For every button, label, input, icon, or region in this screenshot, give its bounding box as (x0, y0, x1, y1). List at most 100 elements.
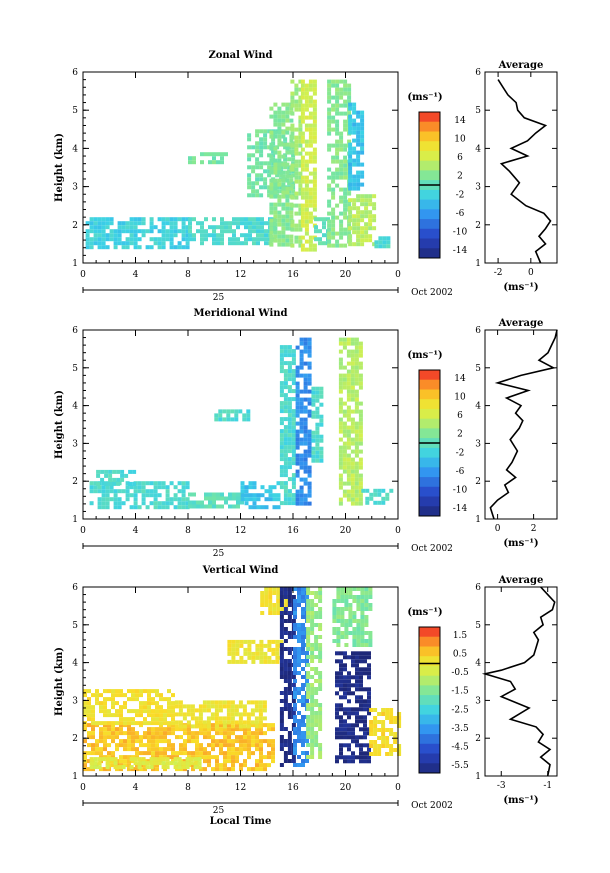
heatmap-cell (347, 711, 351, 716)
heatmap-cell (293, 607, 297, 611)
heatmap-cell (93, 757, 98, 762)
heatmap-cell (306, 703, 311, 707)
heatmap-cell (315, 426, 320, 431)
heatmap-cell (289, 150, 294, 155)
heatmap-cell (350, 485, 355, 490)
heatmap-cell (111, 739, 115, 744)
heatmap-cell (200, 160, 204, 165)
heatmap-cell (267, 165, 272, 170)
heatmap-cell (147, 751, 151, 756)
heatmap-cell (311, 454, 316, 459)
heatmap-cell (385, 740, 390, 744)
heatmap-cell (188, 492, 192, 497)
heatmap-cell (347, 671, 351, 676)
heatmap-cell (308, 235, 313, 240)
average-x-tick-label: 0 (495, 524, 501, 534)
heatmap-cell (263, 723, 267, 728)
heatmap-cell (259, 739, 263, 744)
average-y-tick-label: 6 (475, 326, 481, 336)
heatmap-cell (318, 635, 323, 639)
heatmap-cell (163, 713, 167, 718)
heatmap-cell (141, 757, 146, 762)
heatmap-cell (281, 194, 286, 199)
heatmap-cell (339, 715, 343, 720)
heatmap-cell (369, 708, 374, 712)
heatmap-cell (350, 393, 355, 398)
heatmap-cell (377, 720, 382, 724)
heatmap-cell (365, 496, 370, 501)
heatmap-cell (363, 703, 367, 708)
heatmap-cell (247, 153, 252, 158)
heatmap-cell (298, 191, 303, 196)
heatmap-cell (251, 165, 256, 170)
heatmap-cell (121, 229, 126, 234)
heatmap-cell (125, 237, 130, 242)
heatmap-cell (240, 497, 245, 502)
heatmap-cell (287, 635, 292, 639)
colorbar-swatch (419, 753, 440, 764)
heatmap-cell (306, 671, 311, 675)
heatmap-cell (350, 501, 355, 506)
heatmap-cell (343, 675, 347, 680)
heatmap-cell (352, 627, 357, 631)
average-y-tick-label: 5 (475, 364, 481, 374)
heatmap-cell (129, 757, 134, 762)
heatmap-cell (314, 743, 319, 747)
heatmap-cell (291, 449, 296, 454)
heatmap-cell (343, 163, 348, 168)
heatmap-cell (151, 743, 155, 748)
heatmap-cell (165, 237, 170, 242)
heatmap-cell (364, 230, 369, 235)
heatmap-cell (338, 337, 343, 342)
heatmap-cell (301, 763, 305, 767)
heatmap-cell (121, 489, 126, 494)
heatmap-cell (298, 107, 303, 112)
heatmap-cell (182, 724, 187, 729)
heatmap-cell (318, 727, 323, 731)
heatmap-cell (367, 755, 371, 760)
heatmap-cell (318, 623, 323, 627)
heatmap-cell (131, 717, 135, 722)
heatmap-cell (342, 377, 347, 382)
heatmap-cell (304, 223, 309, 228)
panel-title: Vertical Wind (202, 565, 279, 576)
heatmap-cell (247, 747, 251, 752)
average-y-tick-label: 2 (475, 477, 481, 487)
heatmap-cell (335, 151, 340, 156)
heatmap-cell (340, 635, 345, 639)
heatmap-cell (251, 767, 255, 772)
heatmap-cell (298, 187, 303, 192)
heatmap-cell (342, 441, 347, 446)
heatmap-cell (342, 401, 347, 406)
heatmap-cell (135, 731, 139, 736)
heatmap-cell (290, 143, 295, 148)
heatmap-cell (348, 114, 353, 119)
heatmap-cell (339, 679, 343, 684)
heatmap-cell (263, 767, 267, 772)
heatmap-cell (157, 493, 162, 498)
colorbar-tick-label: 10 (454, 135, 466, 145)
heatmap-cell (129, 241, 134, 246)
heatmap-cell (354, 381, 359, 386)
heatmap-cell (226, 700, 231, 705)
heatmap-cell (281, 238, 286, 243)
heatmap-cell (336, 591, 341, 595)
heatmap-cell (283, 659, 288, 663)
heatmap-cell (308, 239, 313, 244)
heatmap-cell (128, 469, 133, 474)
heatmap-cell (179, 747, 183, 752)
heatmap-cell (356, 222, 361, 227)
heatmap-cell (89, 761, 94, 766)
heatmap-cell (147, 705, 151, 710)
heatmap-cell (327, 239, 332, 244)
heatmap-cell (299, 337, 304, 342)
heatmap-cell (318, 687, 323, 691)
heatmap-cell (161, 485, 166, 490)
heatmap-cell (206, 720, 211, 725)
heatmap-cell (244, 217, 248, 222)
heatmap-cell (137, 505, 142, 510)
heatmap-cell (305, 659, 309, 663)
y-tick-label: 3 (72, 439, 78, 449)
heatmap-cell (303, 409, 308, 414)
